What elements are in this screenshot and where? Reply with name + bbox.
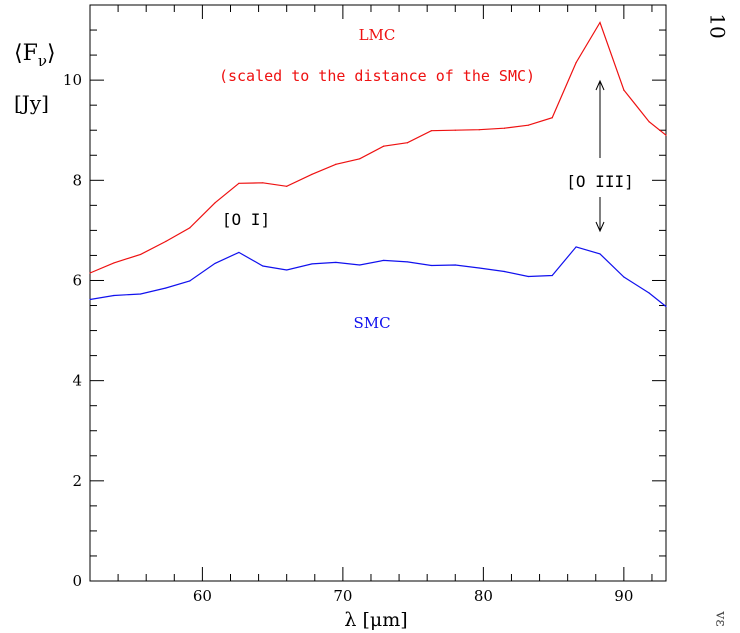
y-tick-label: 4 (72, 372, 82, 390)
data-point-lmc (165, 240, 167, 243)
oiii-arrowhead-down (595, 221, 605, 233)
y-tick-label: 2 (72, 472, 82, 490)
data-point-smc (113, 294, 115, 297)
data-point-smc (139, 293, 142, 295)
x-tick-label: 60 (193, 587, 212, 605)
y-axis-label-close: ⟩ (47, 41, 56, 66)
data-point-smc (238, 251, 240, 254)
data-point-smc (89, 298, 91, 301)
x-tick-label: 70 (333, 587, 352, 605)
lmc-label: LMC (359, 26, 396, 44)
data-point-smc (383, 259, 385, 262)
y-tick-label: 8 (72, 171, 82, 189)
data-point-lmc (139, 253, 142, 256)
data-point-lmc (430, 130, 432, 132)
data-point-smc (478, 267, 480, 269)
lmc-scaling-note: (scaled to the distance of the SMC) (219, 67, 535, 85)
data-point-smc (262, 265, 264, 267)
y-axis-label-flux: ⟨Fν⟩ (14, 41, 56, 70)
data-point-smc (599, 253, 601, 255)
data-point-lmc (454, 129, 456, 131)
data-point-smc (527, 275, 529, 278)
data-point-lmc (335, 163, 337, 165)
data-point-smc (359, 264, 361, 266)
y-axis-label-sub: ν (38, 52, 47, 70)
labels-group: ⟨Fν⟩ [Jy] λ [μm] LMC (scaled to the dist… (14, 26, 634, 631)
smc-label: SMC (353, 314, 390, 332)
data-point-smc (665, 305, 667, 308)
data-point-lmc (262, 182, 264, 184)
data-point-lmc (383, 145, 385, 147)
data-point-lmc (648, 121, 650, 123)
data-point-lmc (527, 124, 529, 126)
data-point-lmc (599, 21, 601, 24)
data-point-smc (623, 276, 625, 278)
data-point-smc (311, 263, 313, 265)
x-tick-label: 80 (474, 587, 493, 605)
data-point-lmc (406, 142, 409, 144)
data-point-lmc (503, 127, 506, 129)
data-point-smc (335, 261, 337, 264)
data-point-smc (454, 264, 456, 266)
data-point-lmc (238, 182, 240, 184)
data-point-lmc (311, 173, 313, 175)
data-point-smc (430, 264, 432, 267)
data-point-smc (551, 274, 553, 277)
data-point-lmc (113, 262, 115, 264)
y-axis-label-unit: [Jy] (14, 91, 49, 115)
x-axis-label: λ [μm] (344, 609, 407, 631)
data-point-lmc (623, 89, 625, 91)
data-point-lmc (478, 129, 480, 131)
data-point-lmc (89, 272, 91, 274)
axes-group: 60 70 80 90 0 2 4 6 8 10 (63, 4, 667, 605)
data-point-smc (503, 270, 506, 273)
y-tick-label: 10 (63, 71, 82, 89)
data-point-smc (575, 246, 577, 248)
series-group (89, 21, 667, 308)
data-point-lmc (189, 227, 191, 229)
x-tick-label: 90 (614, 587, 633, 605)
data-point-lmc (551, 117, 553, 119)
data-point-lmc (575, 62, 577, 64)
plot-frame (89, 4, 667, 582)
data-point-smc (189, 280, 191, 282)
data-point-smc (406, 261, 409, 263)
data-point-smc (648, 292, 650, 294)
series-line-lmc (89, 21, 667, 274)
y-axis-label-open: ⟨F (14, 41, 38, 66)
y-tick-label: 0 (72, 572, 82, 590)
data-point-lmc (359, 158, 361, 160)
data-point-lmc (214, 202, 216, 204)
y-tick-label: 6 (72, 271, 82, 289)
series-line-smc (89, 246, 667, 307)
oiii-arrowhead-up (595, 79, 605, 91)
data-point-smc (165, 287, 167, 289)
oiii-line-label: [O III] (566, 172, 633, 191)
data-point-smc (214, 262, 216, 265)
oi-line-label: [O I] (222, 210, 270, 229)
data-point-smc (286, 269, 288, 271)
data-point-lmc (665, 134, 667, 136)
data-point-lmc (286, 185, 288, 187)
